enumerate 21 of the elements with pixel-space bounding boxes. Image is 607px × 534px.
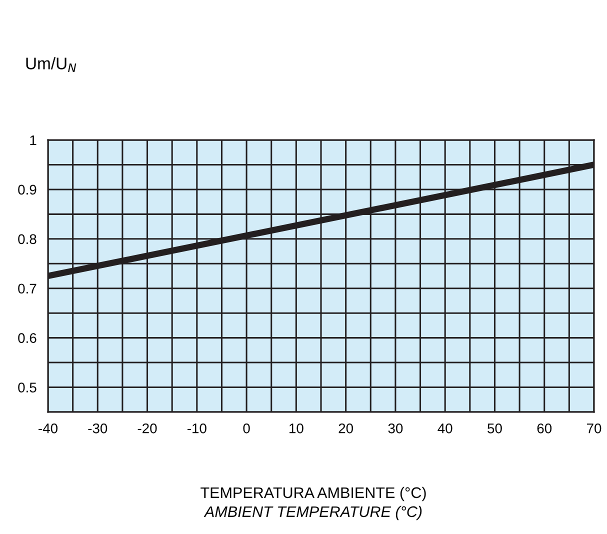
x-tick-label: -20 — [138, 423, 157, 434]
x-tick-label: 60 — [537, 423, 552, 434]
x-tick-label: -10 — [187, 423, 206, 434]
x-tick-label: 30 — [388, 423, 403, 434]
y-tick-label: 1 — [30, 135, 36, 146]
x-tick-label: 40 — [438, 423, 452, 434]
x-tick-label: 0 — [243, 423, 250, 434]
y-axis-title: Um/U$_{N}$ — [26, 57, 76, 72]
y-tick-label: 0.8 — [18, 234, 36, 244]
y-tick-label: 0.6 — [18, 333, 36, 343]
x-tick-label: 20 — [338, 423, 353, 434]
y-tick-label: 0.7 — [18, 284, 36, 294]
x-tick-label: 70 — [586, 423, 602, 434]
y-tick-label: 0.9 — [18, 184, 36, 195]
x-tick-label: 10 — [290, 423, 304, 434]
x-axis-title: TEMPERATURA AMBIENTE (°C) — [200, 486, 426, 502]
x-tick-label: 50 — [488, 423, 502, 434]
text: AMBIENT TEMPERATURE (°C) — [204, 506, 422, 520]
x-tick-label: -30 — [88, 423, 108, 434]
y-tick-label: 0.5 — [18, 382, 36, 392]
x-tick-label: -40 — [38, 423, 58, 434]
